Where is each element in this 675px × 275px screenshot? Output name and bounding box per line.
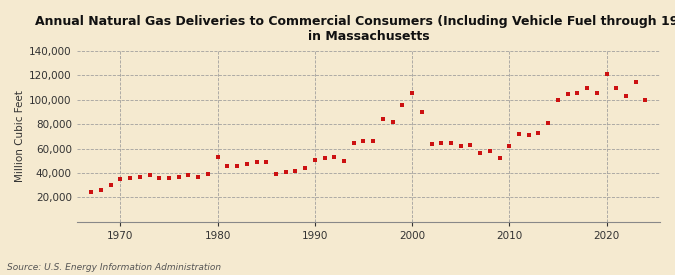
- Point: [202, 172, 213, 176]
- Point: [397, 103, 408, 107]
- Point: [144, 173, 155, 178]
- Point: [193, 174, 204, 179]
- Point: [514, 132, 524, 136]
- Point: [105, 183, 116, 187]
- Point: [368, 139, 379, 144]
- Point: [339, 159, 350, 163]
- Text: Source: U.S. Energy Information Administration: Source: U.S. Energy Information Administ…: [7, 263, 221, 272]
- Point: [173, 174, 184, 179]
- Point: [543, 121, 554, 125]
- Point: [242, 162, 252, 167]
- Point: [456, 144, 466, 148]
- Point: [582, 86, 593, 90]
- Point: [134, 174, 145, 179]
- Point: [271, 172, 281, 176]
- Point: [436, 140, 447, 145]
- Point: [154, 176, 165, 180]
- Point: [251, 160, 262, 164]
- Point: [280, 170, 291, 174]
- Point: [348, 140, 359, 145]
- Point: [329, 155, 340, 159]
- Point: [416, 110, 427, 114]
- Point: [562, 92, 573, 96]
- Point: [601, 72, 612, 76]
- Point: [163, 176, 174, 180]
- Y-axis label: Million Cubic Feet: Million Cubic Feet: [15, 90, 25, 182]
- Point: [630, 79, 641, 84]
- Point: [115, 177, 126, 181]
- Point: [319, 156, 330, 161]
- Point: [222, 163, 233, 168]
- Point: [377, 117, 388, 122]
- Point: [309, 157, 320, 162]
- Point: [212, 155, 223, 159]
- Point: [620, 94, 631, 98]
- Point: [485, 149, 495, 153]
- Title: Annual Natural Gas Deliveries to Commercial Consumers (Including Vehicle Fuel th: Annual Natural Gas Deliveries to Commerc…: [35, 15, 675, 43]
- Point: [553, 98, 564, 102]
- Point: [591, 90, 602, 95]
- Point: [125, 176, 136, 180]
- Point: [446, 140, 456, 145]
- Point: [523, 133, 534, 138]
- Point: [232, 163, 242, 168]
- Point: [183, 173, 194, 178]
- Point: [611, 86, 622, 90]
- Point: [358, 139, 369, 144]
- Point: [290, 168, 301, 173]
- Point: [406, 90, 417, 95]
- Point: [475, 151, 485, 156]
- Point: [572, 90, 583, 95]
- Point: [465, 143, 476, 147]
- Point: [387, 120, 398, 124]
- Point: [300, 166, 310, 170]
- Point: [494, 156, 505, 161]
- Point: [261, 160, 271, 164]
- Point: [533, 131, 544, 135]
- Point: [640, 98, 651, 102]
- Point: [86, 190, 97, 195]
- Point: [504, 144, 515, 148]
- Point: [426, 142, 437, 146]
- Point: [96, 188, 107, 192]
